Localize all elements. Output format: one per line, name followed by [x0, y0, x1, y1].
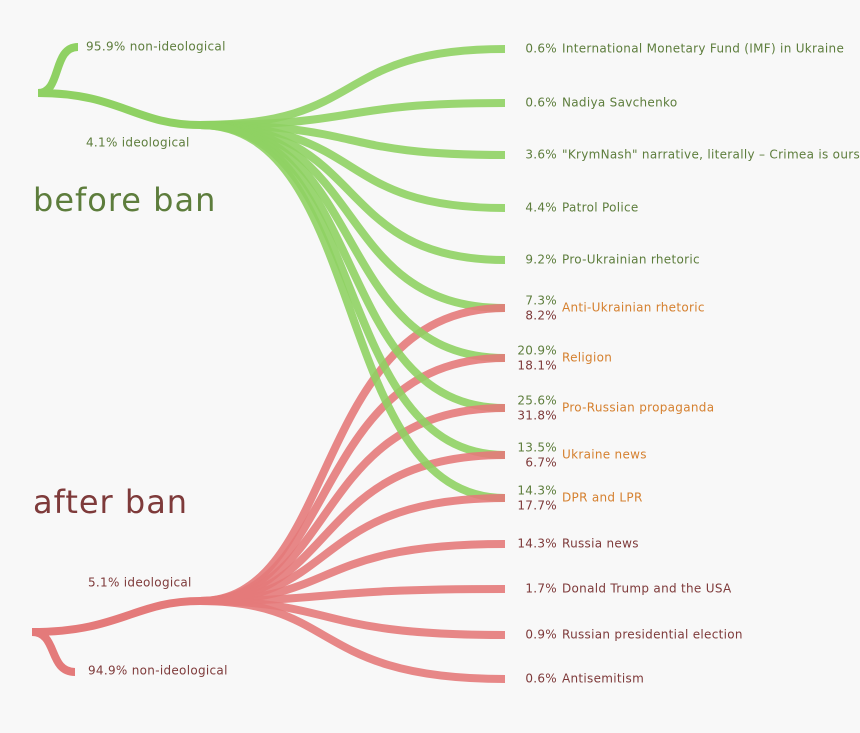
- before-share: 25.6%: [517, 394, 557, 408]
- share: 0.6%: [525, 42, 557, 56]
- flows: [31, 43, 506, 683]
- non-ideological-label: 94.9% non-ideological: [88, 664, 228, 678]
- flow: [31, 628, 76, 676]
- share: 14.3%: [517, 537, 557, 551]
- topic-label: Nadiya Savchenko: [562, 96, 677, 110]
- topic-label: Anti-Ukrainian rhetoric: [562, 301, 705, 315]
- topic-label: International Monetary Fund (IMF) in Ukr…: [562, 42, 844, 56]
- share: 9.2%: [525, 253, 557, 267]
- after-share: 6.7%: [525, 456, 557, 470]
- topic-label: Pro-Ukrainian rhetoric: [562, 253, 700, 267]
- share: 3.6%: [525, 148, 557, 162]
- topic-label: Russia news: [562, 537, 639, 551]
- before-share: 14.3%: [517, 484, 557, 498]
- ideological-label: 5.1% ideological: [88, 576, 192, 590]
- ideological-label: 4.1% ideological: [86, 136, 190, 150]
- topic-label: Pro-Russian propaganda: [562, 401, 714, 415]
- flow: [31, 597, 201, 636]
- topic-label: Religion: [562, 351, 612, 365]
- flow: [199, 121, 506, 502]
- before-share: 13.5%: [517, 441, 557, 455]
- non-ideological-label: 95.9% non-ideological: [86, 40, 226, 54]
- topic-label: DPR and LPR: [562, 491, 643, 505]
- topic-label: Antisemitism: [562, 672, 644, 686]
- after-title: after ban: [33, 483, 188, 521]
- after-share: 31.8%: [517, 409, 557, 423]
- before-share: 7.3%: [525, 294, 557, 308]
- topic-label: Donald Trump and the USA: [562, 582, 732, 596]
- flow: [199, 597, 506, 683]
- share: 4.4%: [525, 201, 557, 215]
- flow: [37, 43, 79, 97]
- topic-label: "KrymNash" narrative, literally – Crimea…: [562, 148, 860, 162]
- flow: [37, 89, 201, 129]
- before-title: before ban: [33, 181, 216, 219]
- flow: [199, 99, 506, 129]
- share: 0.9%: [525, 628, 557, 642]
- topic-label: Ukraine news: [562, 448, 647, 462]
- after-share: 18.1%: [517, 359, 557, 373]
- topic-label: Patrol Police: [562, 201, 639, 215]
- share: 0.6%: [525, 96, 557, 110]
- share: 0.6%: [525, 672, 557, 686]
- before-share: 20.9%: [517, 344, 557, 358]
- topic-label: Russian presidential election: [562, 628, 743, 642]
- after-share: 17.7%: [517, 499, 557, 513]
- after-share: 8.2%: [525, 309, 557, 323]
- share: 1.7%: [525, 582, 557, 596]
